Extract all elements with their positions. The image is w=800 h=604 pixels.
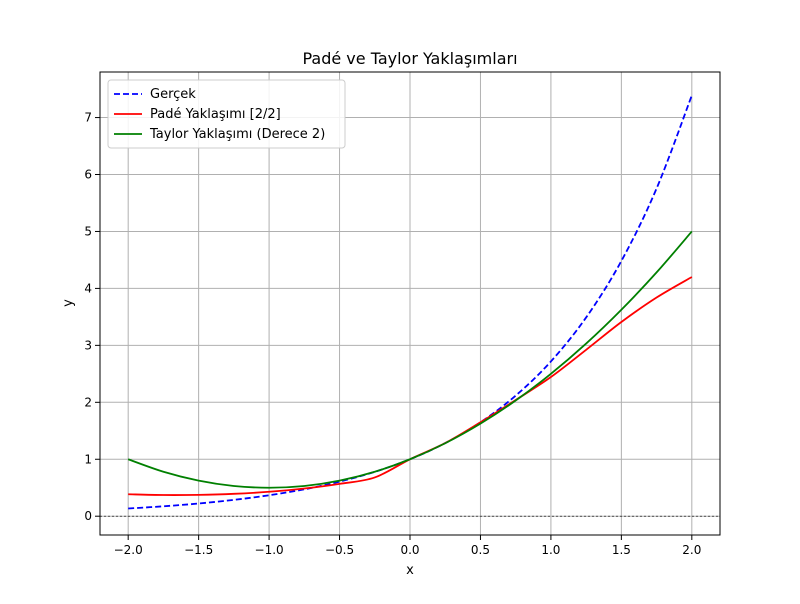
x-tick-label: 1.0 (541, 543, 560, 557)
x-tick-label: −0.5 (325, 543, 354, 557)
y-tick-label: 2 (84, 395, 92, 409)
legend-box (107, 79, 346, 149)
y-tick-label: 6 (84, 168, 92, 182)
series-line-2 (127, 230, 693, 489)
y-tick-label: 5 (84, 224, 92, 238)
x-tick-label: −1.5 (184, 543, 213, 557)
series-group (127, 95, 693, 510)
legend-label-1: Padé Yaklaşımı [2/2] (150, 107, 281, 122)
x-tick-label: −2.0 (114, 543, 143, 557)
y-axis-label: y (61, 299, 76, 307)
y-tick-label: 3 (84, 338, 92, 352)
legend-label-2: Taylor Yaklaşımı (Derece 2) (149, 127, 325, 142)
y-tick-label: 1 (84, 452, 92, 466)
legend: Gerçek Padé Yaklaşımı [2/2] Taylor Yaklaşı… (107, 79, 346, 149)
y-tick-label: 0 (84, 509, 92, 523)
x-tick-label: 1.5 (612, 543, 631, 557)
legend-label-0: Gerçek (150, 87, 196, 102)
chart-title: Padé ve Taylor Yaklaşımları (302, 49, 517, 68)
x-tick-label: 0.5 (471, 543, 490, 557)
y-tick-label: 4 (84, 281, 92, 295)
x-tick-label: 0.0 (400, 543, 419, 557)
y-axis-ticks: 0 1 2 3 4 5 6 7 (84, 111, 100, 523)
y-tick-label: 7 (84, 111, 92, 125)
x-axis-ticks: −2.0 −1.5 −1.0 −0.5 0.0 0.5 1.0 1.5 2.0 (114, 535, 701, 557)
x-tick-label: 2.0 (682, 543, 701, 557)
x-axis-label: x (406, 563, 414, 578)
x-tick-label: −1.0 (255, 543, 284, 557)
